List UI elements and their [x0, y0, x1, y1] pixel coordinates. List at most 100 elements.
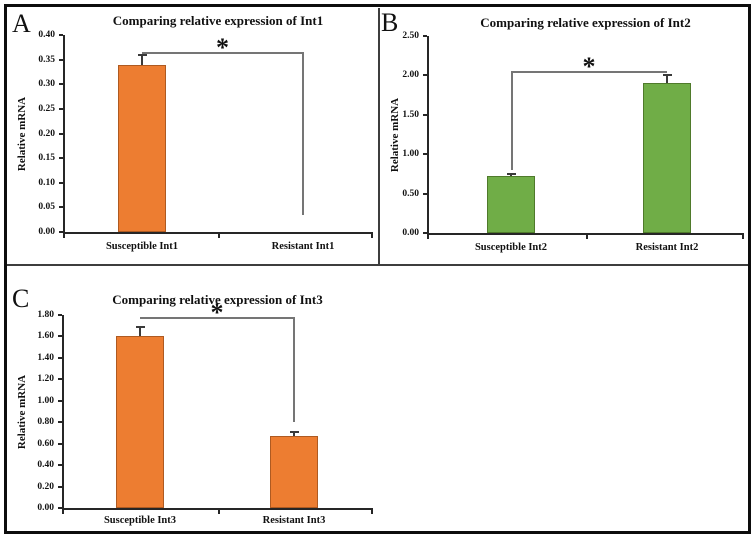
y-tick-mark — [423, 153, 427, 156]
y-tick-mark — [423, 74, 427, 77]
category-label-resistant-int2: Resistant Int2 — [635, 242, 699, 253]
y-tick-label: 0.40 — [37, 460, 54, 471]
bar-susceptible-int3 — [116, 336, 164, 508]
y-tick-label: 0.40 — [38, 30, 55, 40]
y-tick-label: 0.05 — [38, 202, 55, 213]
y-tick-mark — [58, 356, 62, 359]
error-bar-resistant-int3 — [293, 431, 295, 437]
y-tick-mark — [59, 132, 63, 135]
error-bar-cap-resistant-int3 — [290, 430, 299, 433]
y-tick-label: 0.35 — [38, 54, 55, 65]
y-tick-mark — [58, 335, 62, 338]
y-tick-label: 0.00 — [37, 503, 54, 513]
x-tick-mark — [586, 233, 588, 239]
chart-title-int1: Comparing relative expression of Int1 — [112, 13, 324, 28]
y-tick-mark — [423, 113, 427, 116]
bar-resistant-int3 — [270, 436, 318, 508]
y-tick-mark — [59, 83, 63, 86]
y-tick-label: 0.20 — [37, 481, 54, 492]
panel-c: C Comparing relative expression of Int3 … — [8, 266, 379, 530]
y-tick-mark — [423, 232, 427, 234]
y-tick-mark — [423, 35, 427, 37]
significance-asterisk: * — [210, 298, 224, 328]
significance-asterisk: * — [582, 52, 596, 82]
y-axis-label-int2: Relative mRNA — [389, 97, 401, 173]
y-tick-mark — [59, 58, 63, 61]
y-tick-label: 1.00 — [402, 149, 419, 160]
x-tick-mark — [371, 232, 373, 238]
y-tick-label: 1.40 — [37, 352, 54, 363]
y-tick-mark — [58, 485, 62, 488]
y-tick-label: 0.25 — [38, 103, 55, 114]
panel-label-a: A — [12, 9, 31, 38]
x-tick-mark — [63, 232, 65, 238]
significance-asterisk: * — [216, 33, 229, 63]
y-tick-mark — [59, 107, 63, 110]
error-bar-resistant-int2 — [666, 75, 668, 84]
y-tick-mark — [58, 378, 62, 381]
y-tick-label: 0.50 — [402, 188, 419, 199]
panel-a: A Comparing relative expression of Int1 … — [8, 8, 378, 264]
y-tick-label: 0.10 — [38, 177, 55, 188]
y-tick-label: 0.20 — [38, 128, 55, 139]
figure-outer-border — [4, 4, 751, 534]
error-bar-susceptible-int3 — [139, 326, 141, 337]
y-tick-label: 2.50 — [402, 31, 419, 41]
y-tick-mark — [59, 181, 63, 184]
panel-label-b: B — [381, 8, 399, 37]
y-tick-mark — [58, 507, 62, 509]
y-tick-label: 0.00 — [402, 228, 419, 238]
y-tick-label: 1.50 — [402, 109, 419, 120]
y-axis-line — [427, 36, 429, 235]
panel-b: B Comparing relative expression of Int2 … — [380, 8, 747, 264]
bar-susceptible-int2 — [487, 176, 535, 233]
error-bar-susceptible-int1 — [141, 54, 143, 65]
chart-title-int2: Comparing relative expression of Int2 — [480, 15, 691, 30]
chart-title-int3: Comparing relative expression of Int3 — [112, 292, 323, 307]
category-label-susceptible-int2: Susceptible Int2 — [474, 242, 548, 253]
significance-bracket-right-drop — [302, 52, 304, 215]
y-axis-line — [63, 35, 65, 234]
y-tick-mark — [58, 464, 62, 467]
y-tick-mark — [58, 442, 62, 445]
y-tick-label: 0.00 — [38, 227, 55, 237]
x-tick-mark — [427, 233, 429, 239]
error-bar-cap-susceptible-int3 — [136, 325, 145, 328]
y-tick-mark — [58, 421, 62, 424]
y-axis-label-int3: Relative mRNA — [16, 374, 28, 450]
error-bar-cap-susceptible-int2 — [507, 172, 516, 175]
x-axis-line — [62, 508, 373, 510]
y-tick-label: 1.00 — [37, 395, 54, 406]
y-tick-label: 1.20 — [37, 374, 54, 385]
y-tick-mark — [58, 314, 62, 316]
x-tick-mark — [742, 233, 744, 239]
y-tick-label: 0.60 — [37, 438, 54, 449]
error-bar-susceptible-int2 — [510, 173, 512, 177]
significance-bracket-top — [511, 71, 667, 73]
y-axis-line — [62, 315, 64, 510]
x-tick-mark — [218, 508, 220, 514]
significance-bracket-top — [142, 52, 303, 54]
panel-divider-vertical — [378, 8, 380, 266]
bar-resistant-int2 — [643, 83, 691, 233]
y-tick-label: 2.00 — [402, 70, 419, 81]
y-tick-mark — [59, 206, 63, 209]
y-tick-label: 0.30 — [38, 79, 55, 90]
category-label-susceptible-int3: Susceptible Int3 — [103, 515, 177, 526]
y-tick-label: 1.80 — [37, 310, 54, 320]
error-bar-cap-susceptible-int1 — [138, 53, 147, 56]
y-tick-mark — [423, 192, 427, 195]
y-tick-mark — [59, 231, 63, 233]
panel-divider-horizontal — [7, 264, 748, 266]
significance-bracket-top — [140, 317, 294, 319]
x-tick-mark — [62, 508, 64, 514]
significance-bracket-left-drop — [511, 71, 513, 170]
x-axis-line — [427, 233, 744, 235]
category-label-resistant-int3: Resistant Int3 — [262, 515, 326, 526]
category-label-resistant-int1: Resistant Int1 — [271, 241, 335, 252]
y-tick-mark — [59, 157, 63, 160]
y-tick-label: 0.80 — [37, 417, 54, 428]
y-tick-label: 1.60 — [37, 331, 54, 342]
bar-susceptible-int1 — [118, 64, 166, 232]
